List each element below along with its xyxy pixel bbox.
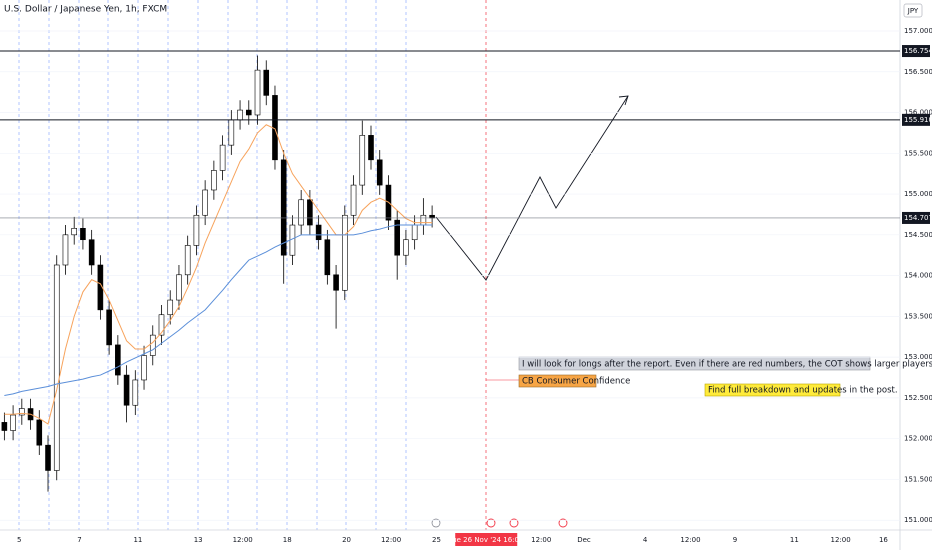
x-tick-label: 12:00 [680, 536, 700, 544]
x-tick-label: 13 [194, 536, 203, 544]
x-tick-label: 25 [432, 536, 441, 544]
candle-body [141, 355, 147, 381]
candle-body [315, 224, 322, 241]
level-label: 156.754 [904, 47, 932, 55]
candle-body [53, 264, 60, 471]
y-tick-label: 152.500 [904, 394, 932, 402]
candle-body [149, 334, 156, 356]
candle-body [19, 408, 25, 416]
candle-body [158, 314, 165, 336]
candle-body [376, 159, 383, 186]
candle-body [62, 234, 69, 266]
candle-body [298, 199, 304, 226]
event-box [518, 374, 597, 388]
candle-body [219, 144, 226, 171]
candle-body [350, 184, 357, 216]
info-box [704, 383, 841, 397]
candle-body [132, 379, 139, 406]
x-tick-label: 5 [17, 536, 21, 544]
candle-body [45, 444, 51, 471]
x-tick-label: 12:00 [531, 536, 551, 544]
x-tick-label: 11 [133, 536, 142, 544]
candle-body [254, 69, 261, 116]
candle-body [202, 189, 208, 216]
x-tick-label: 12:00 [381, 536, 401, 544]
x-tick-label: Dec [577, 536, 591, 544]
candle-body [88, 239, 95, 266]
x-tick-label: 16 [879, 536, 888, 544]
candle-body [394, 219, 400, 256]
candle-body [10, 414, 16, 431]
chart-title: U.S. Dollar / Japanese Yen, 1h, FXCM [4, 5, 167, 15]
x-tick-label: 12:00 [233, 536, 253, 544]
x-tick-label: 11 [790, 536, 799, 544]
y-tick-label: 154.000 [904, 272, 932, 280]
y-tick-label: 156.000 [904, 109, 932, 117]
y-tick-label: 153.000 [904, 353, 932, 361]
candle-body [106, 309, 112, 346]
candle-body [176, 274, 182, 301]
time-highlight [455, 533, 518, 546]
candle-body [333, 274, 339, 291]
last-price-label: 154.707 [904, 214, 932, 222]
candle-body [1, 422, 8, 431]
level-label-box [902, 113, 930, 126]
info-text: Find full breakdown and updates in the p… [708, 386, 898, 396]
last-price-box [902, 211, 930, 224]
y-tick-label: 155.500 [904, 149, 932, 157]
y-tick-label: 151.500 [904, 475, 932, 483]
candle-body [359, 135, 366, 186]
x-tick-label: 18 [283, 536, 292, 544]
note-text: I will look for longs after the report. … [522, 360, 932, 370]
candle-body [228, 119, 235, 146]
x-tick-label: Tue 26 Nov '24 16:00 [448, 536, 523, 544]
candle-body [263, 69, 270, 96]
level-label-box [902, 45, 930, 58]
candle-body [123, 374, 130, 406]
candle-body [80, 228, 86, 241]
x-tick-label: 9 [733, 536, 737, 544]
candle-body [211, 170, 217, 191]
candle-body [115, 344, 121, 376]
candle-body [411, 224, 418, 241]
projection-arrowhead [618, 95, 629, 106]
y-tick-label: 153.500 [904, 312, 932, 320]
candle-body [324, 239, 331, 276]
level-label: 155.910 [904, 116, 932, 124]
candle-body [307, 199, 313, 226]
event-icons [431, 518, 568, 528]
candle-body [36, 419, 43, 446]
candle-body [193, 214, 200, 246]
candle-body [280, 159, 287, 256]
y-tick-label: 157.000 [904, 27, 932, 35]
candle-body [429, 214, 435, 219]
candle-body [420, 214, 427, 226]
candle-body [342, 214, 348, 291]
candle-body [245, 109, 252, 116]
projection-path [435, 95, 629, 281]
y-tick-label: 151.000 [904, 516, 932, 524]
currency: JPY [907, 7, 919, 15]
y-tick-label: 156.500 [904, 68, 932, 76]
x-tick-label: 7 [77, 536, 81, 544]
candle-body [237, 109, 243, 121]
x-tick-label: 20 [342, 536, 351, 544]
y-tick-label: 154.500 [904, 231, 932, 239]
x-tick-label: 12:00 [831, 536, 851, 544]
currency-box [903, 3, 923, 18]
y-tick-label: 155.000 [904, 190, 932, 198]
candle-body [167, 299, 174, 316]
moving-average [4, 224, 433, 396]
y-tick-label: 152.000 [904, 435, 932, 443]
event-text: CB Consumer Confidence [522, 377, 630, 387]
candle-body [184, 245, 191, 276]
candle-body [368, 135, 374, 161]
candle-body [71, 228, 77, 236]
candle-body [403, 239, 409, 256]
moving-average [4, 124, 433, 425]
x-tick-label: 4 [643, 536, 648, 544]
